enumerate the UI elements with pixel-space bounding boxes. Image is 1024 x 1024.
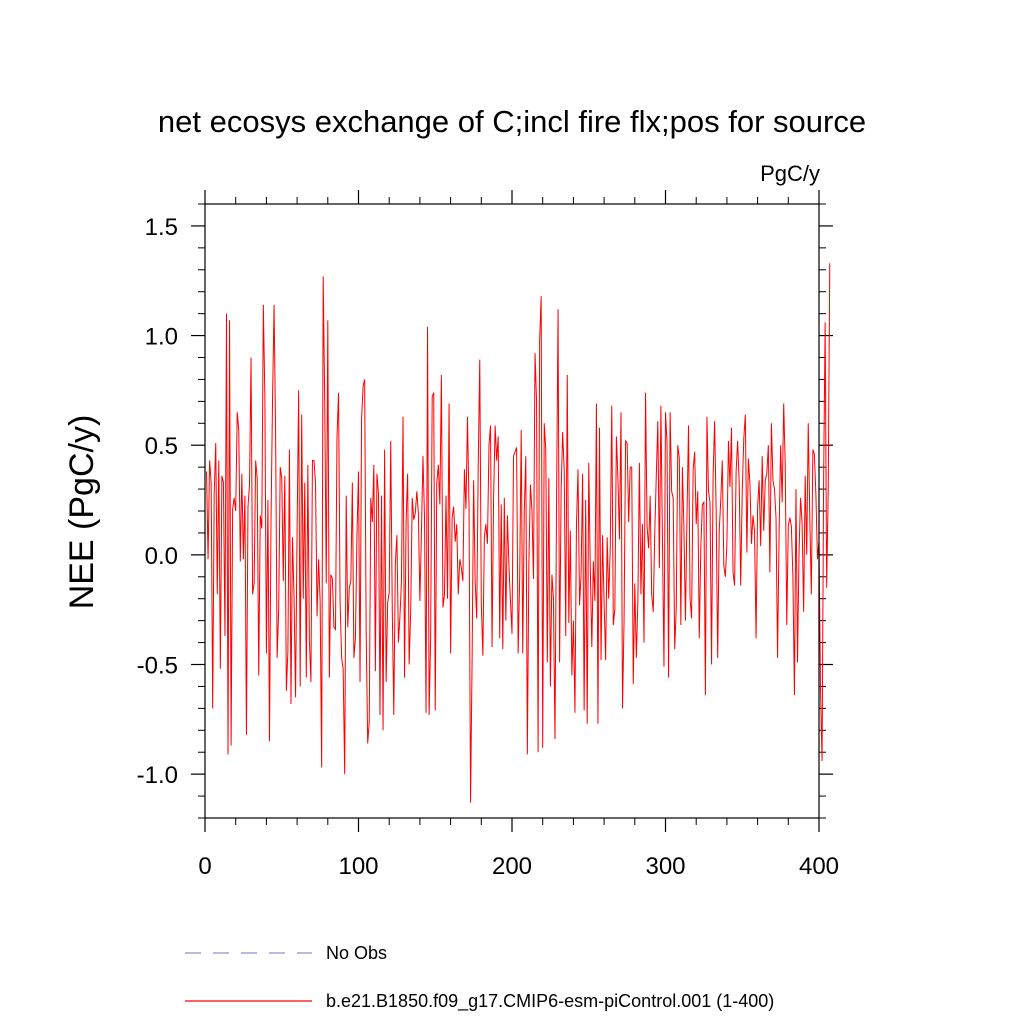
y-tick-label: -1.0: [137, 762, 178, 789]
legend-model-label: b.e21.B1850.f09_g17.CMIP6-esm-piControl.…: [326, 991, 774, 1012]
series-line-model: [206, 263, 831, 803]
legend: No Obs b.e21.B1850.f09_g17.CMIP6-esm-piC…: [185, 943, 774, 1012]
y-tick-label: 1.5: [145, 214, 178, 241]
y-tick-label: -0.5: [137, 653, 178, 680]
x-tick-label: 0: [198, 853, 211, 880]
y-tick-label: 1.0: [145, 324, 178, 351]
series-layer: [206, 263, 831, 803]
y-tick-label: 0.0: [145, 543, 178, 570]
x-tick-label: 400: [799, 853, 839, 880]
chart-title: net ecosys exchange of C;incl fire flx;p…: [158, 104, 866, 139]
x-tick-label: 200: [492, 853, 532, 880]
x-tick-label: 100: [338, 853, 378, 880]
x-tick-label: 300: [645, 853, 685, 880]
y-tick-label: 0.5: [145, 433, 178, 460]
y-axis-label: NEE (PgC/y): [63, 415, 101, 610]
plot-frame: [204, 203, 820, 819]
legend-no-obs-label: No Obs: [326, 943, 387, 963]
units-label: PgC/y: [760, 161, 820, 186]
axes: 0 100 200 300 400 -1.0 -0.5 0.0 0.5 1.0 1.5: [137, 190, 839, 880]
